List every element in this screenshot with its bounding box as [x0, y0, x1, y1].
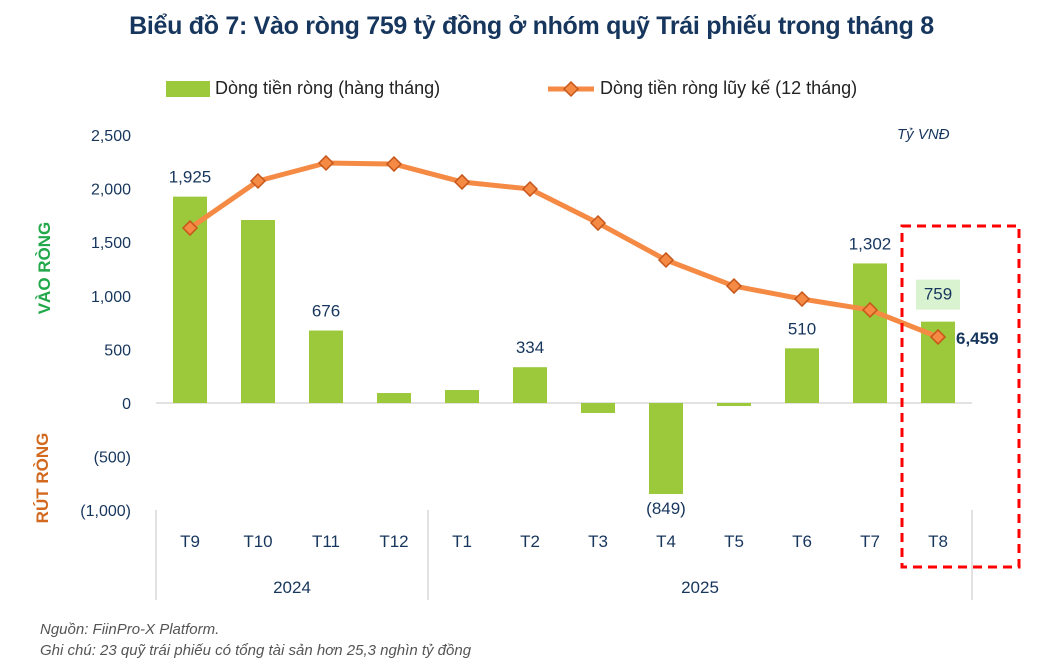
legend-label-cumulative: Dòng tiền ròng lũy kế (12 tháng): [600, 78, 858, 98]
cumulative-marker-T6: [793, 290, 811, 308]
bar-value-label: 334: [516, 338, 544, 357]
category-label: T5: [724, 532, 744, 551]
y-tick-label: (1,000): [80, 503, 131, 520]
category-label: T2: [520, 532, 540, 551]
cumulative-marker-T3: [589, 214, 607, 232]
cumulative-marker-T12: [385, 155, 403, 173]
category-label: T11: [312, 532, 340, 551]
bar-T5: [717, 403, 751, 407]
bar-T6: [785, 348, 819, 403]
bar-value-label: (849): [646, 499, 686, 518]
unit-label: Tỷ VNĐ: [897, 126, 950, 143]
source-note: Nguồn: FiinPro-X Platform.: [40, 621, 220, 638]
y-tick-label: 2,000: [91, 182, 131, 199]
bar-value-label: 510: [788, 319, 816, 338]
footnote: Ghi chú: 23 quỹ trái phiếu có tổng tài s…: [40, 642, 472, 659]
cumulative-end-label: 6,459: [956, 329, 999, 348]
category-label: T8: [928, 532, 948, 551]
bar-T7: [853, 263, 887, 403]
bar-T11: [309, 330, 343, 403]
cumulative-marker-T4: [657, 251, 675, 269]
y-tick-label: 500: [104, 342, 131, 359]
cumulative-marker-T5: [725, 277, 743, 295]
highlight-label-bg: [916, 279, 960, 310]
bar-T12: [377, 393, 411, 403]
bar-value-label: 1,925: [169, 168, 212, 187]
cumulative-marker-T7: [861, 301, 879, 319]
y-tick-label: (500): [94, 450, 131, 467]
legend-item-monthly: Dòng tiền ròng (hàng tháng): [166, 78, 440, 99]
bar-T1: [445, 390, 479, 403]
highlight-box-T8: [900, 224, 1021, 569]
category-label: T12: [379, 532, 408, 551]
bar-value-label: 759: [924, 285, 952, 304]
category-label: T10: [243, 532, 272, 551]
category-label: T4: [656, 532, 676, 551]
year-group-label: 2024: [273, 578, 311, 597]
category-label: T1: [452, 532, 472, 551]
bar-T2: [513, 367, 547, 403]
cumulative-marker-T10: [249, 172, 267, 190]
legend-item-cumulative: Dòng tiền ròng lũy kế (12 tháng): [546, 78, 857, 99]
cumulative-line: [188, 160, 939, 340]
bar-T4: [649, 403, 683, 495]
y-tick-label: 2,500: [91, 128, 131, 145]
outflow-axis-label: RÚT RÒNG: [33, 433, 52, 524]
notes: Nguồn: FiinPro-X Platform. Ghi chú: 23 q…: [40, 619, 471, 661]
category-label: T7: [860, 532, 880, 551]
bar-T10: [241, 220, 275, 403]
chart-title: Biểu đồ 7: Vào ròng 759 tỷ đồng ở nhóm q…: [129, 12, 934, 40]
bar-value-label: 676: [312, 302, 340, 321]
line-diamond-swatch-icon: [548, 80, 594, 97]
y-tick-label: 0: [122, 396, 131, 413]
bar-T3: [581, 403, 615, 413]
cumulative-marker-T1: [453, 173, 471, 191]
cumulative-marker-T2: [521, 180, 539, 198]
legend: Dòng tiền ròng (hàng tháng) Dòng tiền rò…: [0, 78, 1063, 104]
bar-value-label: 1,302: [849, 234, 892, 253]
year-group-label: 2025: [681, 578, 719, 597]
y-tick-label: 1,000: [91, 289, 131, 306]
cumulative-marker-T11: [317, 154, 335, 172]
category-label: T6: [792, 532, 812, 551]
cumulative-marker-T8: [929, 328, 947, 346]
bar-swatch-icon: [166, 80, 210, 97]
legend-label-monthly: Dòng tiền ròng (hàng tháng): [215, 78, 441, 98]
y-tick-label: 1,500: [91, 235, 131, 252]
cumulative-marker-T9: [181, 219, 199, 237]
inflow-axis-label: VÀO RÒNG: [35, 222, 54, 315]
category-label: T3: [588, 532, 608, 551]
category-label: T9: [180, 532, 200, 551]
